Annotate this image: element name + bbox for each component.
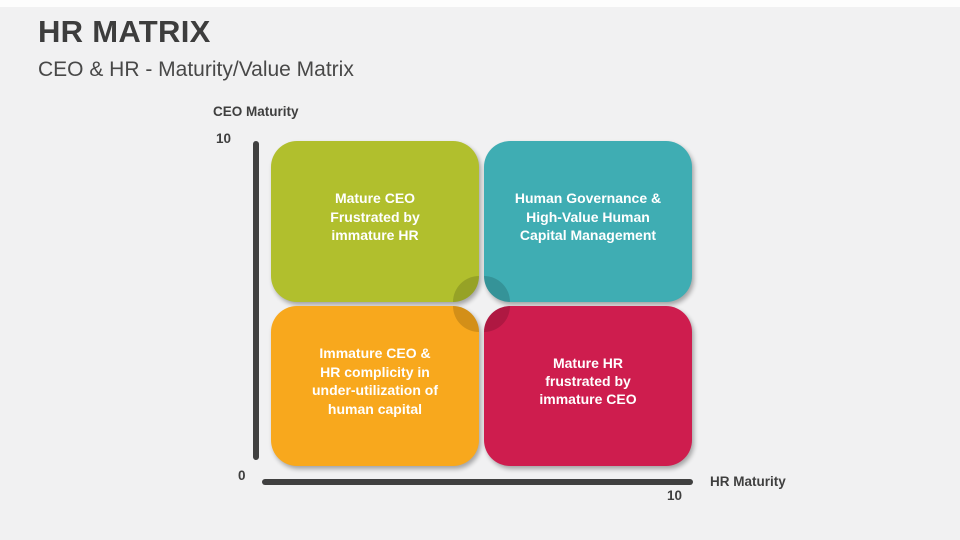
center-circle-shade — [484, 306, 510, 333]
slide-title: HR MATRIX — [38, 14, 211, 49]
y-axis-line — [253, 141, 259, 460]
quadrant-human-governance: Human Governance & High-Value Human Capi… — [484, 141, 692, 303]
quadrant-label: Mature HR frustrated by immature CEO — [539, 354, 637, 408]
x-axis-title: HR Maturity — [710, 474, 786, 489]
y-axis-max-tick-label: 10 — [216, 131, 232, 146]
y-axis-title: CEO Maturity — [213, 104, 299, 119]
center-circle-shade — [453, 276, 479, 303]
quadrant-label: Human Governance & High-Value Human Capi… — [514, 190, 662, 243]
center-circle-shade — [484, 276, 510, 303]
x-axis-line — [262, 479, 693, 485]
origin-tick-label: 0 — [238, 468, 246, 483]
quadrant-immature-ceo-hr-complicity: Immature CEO & HR complicity in under-ut… — [271, 306, 479, 466]
quadrant-label: Immature CEO & HR complicity in under-ut… — [312, 345, 438, 417]
maturity-matrix: Mature CEO Frustrated by immature HR Hum… — [271, 141, 692, 466]
center-circle-shade — [453, 306, 479, 333]
quadrant-mature-hr-immature-ceo: Mature HR frustrated by immature CEO — [484, 306, 692, 466]
quadrant-mature-ceo-immature-hr: Mature CEO Frustrated by immature HR — [271, 141, 479, 303]
slide-subtitle: CEO & HR - Maturity/Value Matrix — [38, 58, 354, 81]
quadrant-label: Mature CEO Frustrated by immature HR — [330, 190, 420, 243]
x-axis-max-tick-label: 10 — [667, 488, 683, 503]
